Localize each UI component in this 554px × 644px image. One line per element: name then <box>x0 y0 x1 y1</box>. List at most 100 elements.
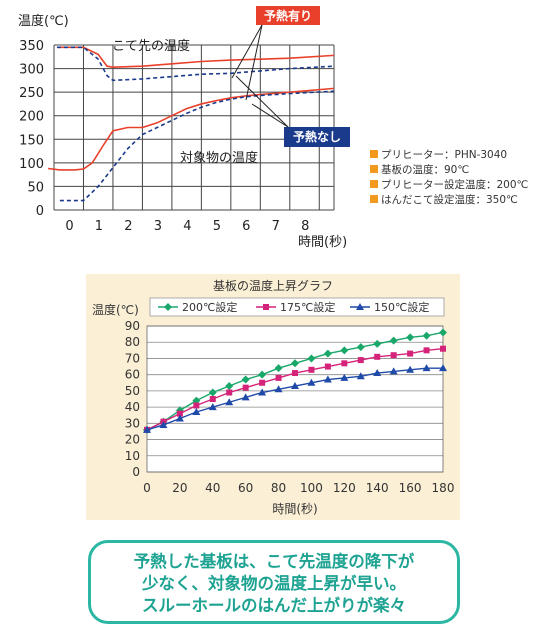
square-bullet-icon <box>370 165 378 173</box>
x-tick-label: 8 <box>301 219 309 234</box>
diamond-marker <box>439 328 447 337</box>
y-tick-label: 0 <box>132 465 140 479</box>
triangle-marker <box>208 403 217 411</box>
settings-notes: プリヒーター：PHN-3040 基板の温度：90℃ プリヒーター設定温度：200… <box>370 148 528 208</box>
note-label: プリヒーター設定温度 <box>381 179 486 191</box>
y-tick-label: 40 <box>125 400 140 414</box>
label-without-preheat-text: 予熱なし <box>293 129 341 144</box>
chart2-ylabel: 温度(℃) <box>92 302 139 317</box>
x-tick-label: 4 <box>183 219 191 234</box>
triangle-marker <box>307 378 316 386</box>
triangle-marker <box>389 367 398 375</box>
chart2-title: 基板の温度上昇グラフ <box>213 278 333 293</box>
square-marker <box>193 402 200 409</box>
diamond-marker <box>340 346 349 355</box>
x-tick-label: 0 <box>65 219 73 234</box>
square-marker <box>423 347 430 354</box>
square-marker <box>308 366 315 373</box>
square-marker <box>292 370 298 377</box>
x-tick-label: 20 <box>172 481 187 495</box>
diamond-marker <box>225 382 234 391</box>
chart1-ylabel: 温度(℃) <box>18 13 69 29</box>
y-tick-label: 0 <box>36 204 44 219</box>
square-bullet-icon <box>370 150 378 158</box>
x-tick-label: 6 <box>242 219 250 234</box>
triangle-marker <box>274 385 283 393</box>
note-value: ：350℃ <box>475 194 518 206</box>
plot-border <box>146 325 444 473</box>
square-marker <box>176 410 183 417</box>
diamond-marker <box>307 354 316 363</box>
triangle-marker <box>356 303 364 310</box>
square-marker <box>390 352 397 359</box>
pointer-line <box>235 75 289 128</box>
note-row: プリヒーター設定温度：200℃ <box>370 178 528 193</box>
chart2-legend: 200℃設定 175℃設定 150℃設定 <box>149 297 445 317</box>
pointer-line <box>251 103 289 128</box>
y-tick-label: 70 <box>125 351 140 365</box>
diamond-marker <box>291 359 299 368</box>
x-tick-label: 1 <box>95 219 103 234</box>
triangle-marker <box>340 373 349 381</box>
callout-line: 少なく、対象物の温度上昇が早い。 <box>142 574 406 593</box>
y-tick-label: 90 <box>125 319 140 333</box>
annotation-tip-temp: こて先の温度 <box>112 38 190 54</box>
x-tick-label: 0 <box>143 481 151 495</box>
square-marker <box>440 345 446 352</box>
square-marker <box>259 379 266 386</box>
x-tick-label: 140 <box>366 481 389 495</box>
note-value: ：200℃ <box>486 179 529 191</box>
soldering-temperature-chart: 温度(℃) 0 50 100 150 200 250 300 350 0 1 2 3 4 5 6 7 8 時間… <box>18 6 350 250</box>
triangle-marker <box>175 414 184 422</box>
legend-label: 200℃設定 <box>182 300 237 314</box>
summary-callout: 予熱した基板は、こて先温度の降下が 少なく、対象物の温度上昇が早い。 スルーホー… <box>88 540 460 624</box>
square-marker <box>275 374 282 381</box>
square-marker <box>407 350 414 357</box>
series-line <box>56 46 335 68</box>
note-row: プリヒーター：PHN-3040 <box>370 148 528 163</box>
note-label: 基板の温度 <box>381 164 434 176</box>
legend-label: 150℃設定 <box>374 300 429 314</box>
triangle-marker <box>439 364 447 372</box>
note-label: プリヒーター <box>381 149 444 161</box>
x-tick-label: 180 <box>432 481 455 495</box>
diamond-marker <box>373 339 382 348</box>
square-marker <box>357 357 364 364</box>
diamond-marker <box>164 303 172 311</box>
triangle-marker <box>373 369 382 377</box>
series-line <box>48 87 335 171</box>
chart2-x-ticks: 0 20 40 60 80 100 120 140 160 180 <box>143 481 454 495</box>
pointer-line <box>245 24 263 101</box>
pointer-line <box>231 24 263 79</box>
y-tick-label: 50 <box>27 180 44 195</box>
legend-box <box>149 297 445 317</box>
diamond-marker <box>241 375 250 384</box>
chart2-series <box>143 328 447 434</box>
note-value: ：PHN-3040 <box>444 149 508 161</box>
chart2-xlabel: 時間(秒) <box>272 502 317 516</box>
triangle-marker <box>192 407 201 415</box>
diamond-marker <box>406 333 415 342</box>
y-tick-label: 150 <box>19 133 44 148</box>
chart2-grid <box>146 325 444 473</box>
diamond-marker <box>422 331 431 340</box>
y-tick-label: 30 <box>125 416 140 430</box>
square-marker <box>242 384 249 391</box>
diamond-marker <box>274 364 283 373</box>
x-tick-label: 120 <box>333 481 356 495</box>
triangle-marker <box>406 365 415 373</box>
chart1-y-ticks: 0 50 100 150 200 250 300 350 <box>19 39 44 219</box>
callout-line: 予熱した基板は、こて先温度の降下が <box>133 552 415 571</box>
x-tick-label: 160 <box>399 481 422 495</box>
diamond-marker <box>389 336 398 345</box>
chart1-xlabel: 時間(秒) <box>298 235 347 250</box>
callout-line: スルーホールのはんだ上がりが楽々 <box>142 596 406 615</box>
diamond-marker <box>323 349 332 358</box>
diamond-marker <box>258 370 267 379</box>
triangle-marker <box>159 420 168 428</box>
note-row: 基板の温度：90℃ <box>370 163 528 178</box>
note-row: はんだこて設定温度：350℃ <box>370 193 528 208</box>
x-tick-label: 3 <box>154 219 162 234</box>
note-label: はんだこて設定温度 <box>381 194 476 206</box>
y-tick-label: 350 <box>19 39 44 54</box>
